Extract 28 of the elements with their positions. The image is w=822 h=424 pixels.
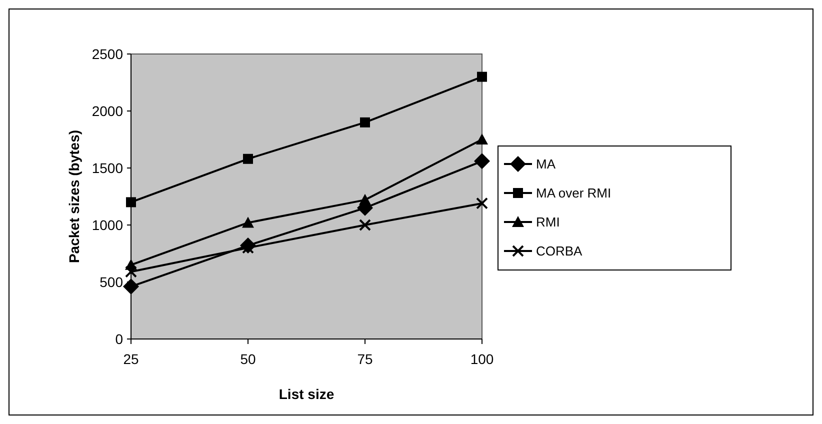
- legend-label: MA over RMI: [536, 186, 612, 201]
- legend-label: RMI: [536, 214, 560, 230]
- point: [242, 216, 254, 228]
- x-tick-label: 25: [123, 351, 139, 367]
- point: [476, 197, 488, 210]
- y-tick-label: 1000: [92, 216, 124, 233]
- point: [123, 278, 139, 295]
- legend-label: CORBA: [536, 244, 583, 259]
- point: [360, 117, 370, 128]
- y-tick-label: 1500: [92, 160, 124, 176]
- y-tick-label: 2000: [92, 102, 124, 119]
- x-tick-label: 75: [357, 351, 373, 367]
- point: [126, 197, 136, 208]
- point: [243, 154, 253, 164]
- x-tick-label: 100: [470, 351, 494, 367]
- point: [476, 134, 488, 144]
- x-axis-title: List size: [278, 386, 334, 402]
- y-tick-label: 0: [115, 330, 124, 347]
- y-tick-label: 500: [100, 274, 124, 290]
- point: [474, 153, 490, 170]
- point: [125, 266, 137, 278]
- point: [359, 219, 371, 231]
- x-tick-label: 50: [240, 351, 256, 367]
- y-tick-label: 2500: [92, 46, 124, 62]
- y-axis-title: Packet sizes (bytes): [66, 130, 82, 264]
- point: [359, 194, 371, 205]
- point: [477, 72, 487, 82]
- legend-label: MA: [536, 156, 556, 172]
